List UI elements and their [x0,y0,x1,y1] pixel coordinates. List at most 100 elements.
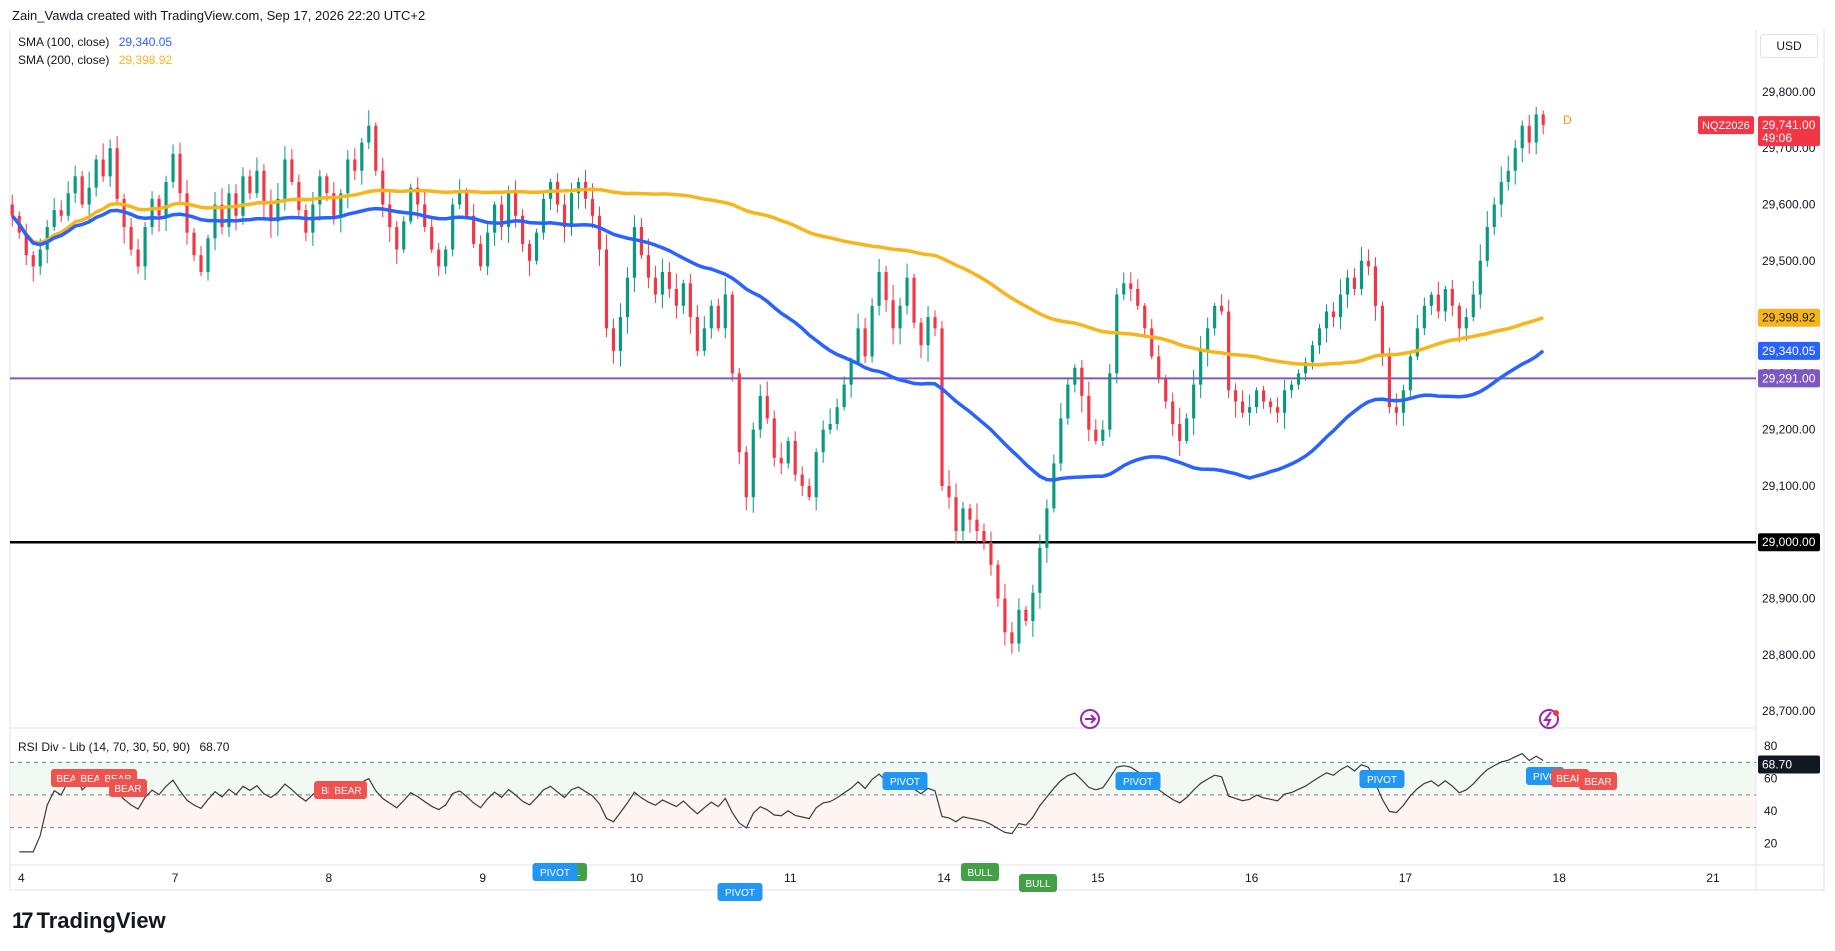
candle-body [618,317,623,351]
candle-body [339,193,343,216]
candle-body [765,395,769,419]
candle-body [1087,395,1091,430]
rsi-signal-bear[interactable]: BEAR [109,779,147,797]
svg-text:BEAR: BEAR [80,774,107,785]
candle-body [674,288,678,306]
candle-body [1268,401,1273,408]
svg-text:PIVOT: PIVOT [540,868,570,879]
candle-body [500,204,504,228]
candle-body [625,277,630,318]
currency-button[interactable]: USD [1760,34,1818,58]
time-tick-label: 18 [1553,871,1567,885]
svg-text:BULL: BULL [1025,879,1050,890]
rsi-signal-bull[interactable]: BULL [1019,874,1057,892]
candle-body [269,204,273,222]
sma100-legend[interactable]: SMA (100, close) 29,340.05 [18,35,172,49]
candle-body [1038,547,1042,593]
candle-body [1331,311,1336,318]
lightning-icon[interactable] [1539,709,1559,729]
candle-body [1443,288,1447,312]
candle-body [716,305,720,329]
candle-body [961,508,965,531]
sma200-legend[interactable]: SMA (200, close) 29,398.92 [18,53,172,67]
candle-body [660,272,664,295]
svg-text:49:06: 49:06 [1762,131,1792,145]
candle-body [388,204,392,228]
candle-body [150,198,154,228]
candle-body [723,294,727,329]
tradingview-logo[interactable]: 17 TradingView [12,908,166,934]
svg-text:BEAR: BEAR [56,774,83,785]
candle-body [38,249,42,267]
rsi-legend[interactable]: RSI Div - Lib (14, 70, 30, 50, 90) 68.70 [18,740,229,754]
candle-body [1059,418,1063,464]
candle-body [1359,260,1364,289]
candle-body [353,159,357,171]
candle-body [912,277,916,323]
candle-body [164,181,168,216]
rsi-signal-bear[interactable]: BEAR [329,781,367,799]
candle-body [360,142,364,171]
candle-body [1080,367,1084,396]
candle-body [751,429,755,498]
candle-body [367,125,371,143]
time-tick-label: 4 [18,871,25,885]
time-tick-label: 7 [172,871,179,885]
time-tick-label: 11 [784,871,797,885]
svg-text:29,398.92: 29,398.92 [1762,311,1816,325]
candle-body [1366,260,1371,267]
black-line-price-tag: 29,000.00 [1758,533,1820,552]
rsi-oversold-band [10,794,1756,828]
candle-body [989,542,993,565]
replay-icon[interactable] [1080,709,1100,729]
candle-body [374,125,378,171]
candle-body [814,452,818,498]
rsi-signal-bear[interactable]: BEAR [1579,772,1617,790]
rsi-signal-pivot[interactable]: PIVOT [532,863,578,881]
candle-body [1499,181,1503,205]
candle-body [1394,407,1398,413]
candle-body [1436,294,1440,312]
candle-body [982,530,986,543]
time-tick-label: 14 [937,871,951,885]
candle-body [171,153,175,182]
candle-body [653,277,657,295]
candle-body [534,232,539,261]
rsi-signal-pivot[interactable]: PIVOT [1359,770,1405,788]
candle-body [555,181,560,205]
rsi-signal-bull[interactable]: BULL [961,863,999,881]
candle-body [940,328,944,486]
candle-body [1178,424,1182,441]
candle-body [681,283,685,306]
candle-body [395,227,399,250]
candle-body [318,176,322,205]
rsi-tick-label: 80 [1764,739,1778,753]
sma200-value: 29,398.92 [118,53,173,67]
price-tick-label: 29,100.00 [1762,479,1816,493]
candle-body [465,193,469,216]
candle-body [779,457,783,464]
rsi-signal-pivot[interactable]: PIVOT [717,883,763,901]
candle-body [31,255,35,267]
candle-body [1352,277,1357,289]
candle-body [262,170,266,205]
candle-body [807,485,811,498]
candle-body [1527,125,1531,143]
candle-body [479,243,483,267]
rsi-tick-label: 40 [1764,804,1778,818]
candle-body [430,227,434,250]
rsi-signal-pivot[interactable]: PIVOT [882,772,928,790]
candle-body [744,452,748,498]
dividend-marker[interactable]: D [1563,113,1572,127]
rsi-signal-pivot[interactable]: PIVOT [1115,772,1161,790]
candle-body [695,317,699,351]
symbol-tag: NQZ2026 [1698,116,1754,135]
candle-body [1052,463,1056,509]
candle-body [919,322,923,346]
svg-text:NQZ2026: NQZ2026 [1702,120,1750,132]
candle-body [835,407,839,425]
candle-body [409,187,413,222]
candle-body [1464,317,1468,329]
candle-body [1045,508,1049,548]
